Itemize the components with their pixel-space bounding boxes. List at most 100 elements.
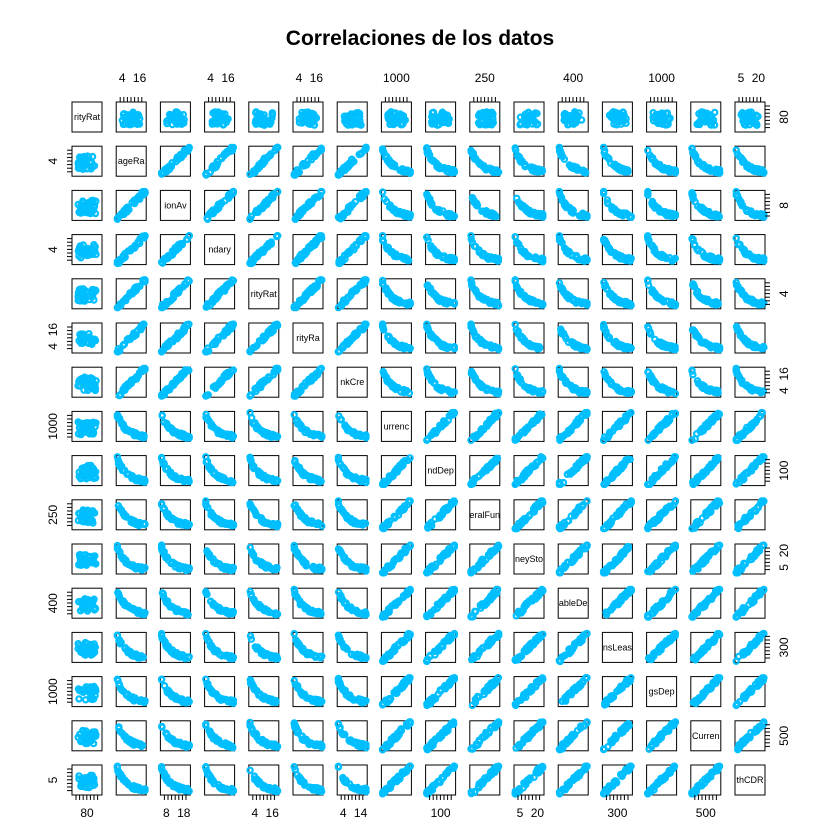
data-point	[251, 118, 260, 127]
panel-frame	[71, 101, 103, 133]
panel-r1-c4	[246, 143, 282, 178]
panel-r4-c3	[202, 276, 238, 311]
panel-r1-c12	[599, 143, 633, 177]
panel-r2-c3	[203, 187, 238, 223]
panel-r3-c14	[688, 234, 724, 266]
panel-r4-c6	[334, 276, 370, 312]
panel-r5-c2	[157, 320, 193, 356]
data-point	[357, 121, 365, 129]
panel-r0-c4	[248, 101, 280, 133]
panel-r2-c9	[468, 189, 501, 221]
panel-grid: rityRat ageRa ionAv ndary rityRat rityRa nkCre…	[71, 101, 768, 798]
panel-r1-c11	[555, 143, 590, 177]
data-point	[474, 119, 483, 127]
panel-r2-c11	[555, 187, 591, 221]
panel-r0-c1	[115, 101, 147, 133]
panel-r3-c3: ndary	[204, 234, 236, 266]
panel-r7-c9	[467, 408, 503, 444]
panel-r7-c14	[688, 409, 724, 444]
panel-r0-c15	[734, 101, 766, 133]
panel-r8-c13	[644, 453, 680, 489]
panel-r9-c2	[157, 499, 193, 531]
panel-r6-c1	[115, 364, 149, 400]
panel-r8-c6	[334, 453, 370, 487]
panel-r4-c10	[511, 276, 547, 310]
data-point	[340, 112, 349, 120]
panel-r5-c5: rityRa	[292, 322, 324, 354]
panel-r3-c15	[732, 234, 768, 266]
panel-r4-c2	[157, 276, 193, 312]
panel-r0-c14	[690, 101, 722, 133]
panel-r1-c5	[290, 144, 326, 179]
panel-r6-c14	[688, 366, 722, 398]
panel-r2-c12	[599, 187, 635, 221]
variable-label: ndDep	[427, 466, 454, 476]
panel-r0-c3	[204, 101, 236, 133]
variable-label: rityRa	[296, 333, 320, 343]
panel-r2-c2: ionAv	[159, 189, 191, 221]
data-point	[396, 110, 404, 118]
panel-r0-c13	[646, 101, 678, 133]
panel-r6-c4	[246, 364, 282, 400]
panel-r8-c11	[555, 453, 591, 489]
panel-r4-c12	[600, 278, 635, 310]
panel-r7-c11	[556, 408, 591, 444]
variable-label: nkCre	[340, 377, 364, 387]
data-point	[165, 110, 174, 119]
panel-r1-c15	[732, 145, 768, 177]
panel-r8-c0	[71, 455, 103, 487]
panel-r8-c7	[378, 454, 414, 489]
panel-r8-c12	[600, 455, 634, 489]
panel-r6-c8	[423, 365, 459, 398]
panel-r8-c2	[157, 453, 193, 487]
panel-r3-c5	[291, 232, 326, 268]
panel-r4-c0	[71, 278, 103, 310]
panel-r4-c4: rityRat	[248, 278, 280, 310]
data-point	[428, 108, 437, 117]
panel-r9-c3	[202, 497, 238, 531]
panel-r6-c3	[202, 366, 238, 400]
panel-r8-c4	[246, 453, 282, 487]
panel-r7-c3	[202, 410, 238, 442]
panel-r4-c8	[423, 278, 459, 310]
panel-r3-c13	[644, 232, 679, 266]
panel-r8-c14	[689, 453, 722, 489]
variable-label: rityRat	[251, 289, 278, 299]
panel-r7-c13	[644, 409, 680, 444]
panel-r0-c10	[513, 101, 545, 133]
data-point	[217, 110, 225, 118]
panel-r3-c0	[71, 234, 103, 266]
variable-label: urrenc	[384, 421, 410, 431]
panel-r2-c13	[644, 187, 680, 221]
data-point	[132, 116, 141, 124]
panel-r5-c8	[423, 320, 459, 354]
data-point	[175, 119, 183, 128]
panel-r5-c12	[599, 320, 635, 354]
panel-r1-c1: ageRa	[115, 145, 147, 177]
variable-label: rityRat	[74, 112, 101, 122]
data-point	[397, 120, 405, 129]
panel-r8-c1	[113, 453, 149, 487]
panel-r7-c6	[335, 410, 370, 442]
panel-r1-c2	[157, 143, 193, 178]
panel-r6-c5	[290, 364, 325, 400]
panel-r2-c15	[732, 187, 768, 221]
panel-r6-c7	[379, 366, 414, 398]
panel-r5-c0	[71, 322, 103, 354]
panel-r7-c12	[599, 408, 635, 444]
panel-r0-c0: rityRat	[71, 101, 103, 133]
panel-r2-c14	[688, 189, 724, 221]
panel-r1-c9	[467, 145, 503, 177]
panel-r0-c6	[336, 101, 368, 133]
data-point	[347, 110, 355, 118]
panel-r1-c14	[688, 144, 724, 177]
panel-r7-c4	[246, 408, 282, 442]
variable-label: ageRa	[118, 156, 145, 166]
panel-r7-c0	[71, 410, 103, 442]
panel-r5-c1	[113, 320, 148, 356]
data-point	[435, 113, 443, 121]
data-point	[310, 110, 318, 118]
panel-r2-c7	[378, 188, 414, 221]
panel-r0-c2	[159, 101, 191, 133]
panel-r3-c7	[378, 232, 413, 266]
